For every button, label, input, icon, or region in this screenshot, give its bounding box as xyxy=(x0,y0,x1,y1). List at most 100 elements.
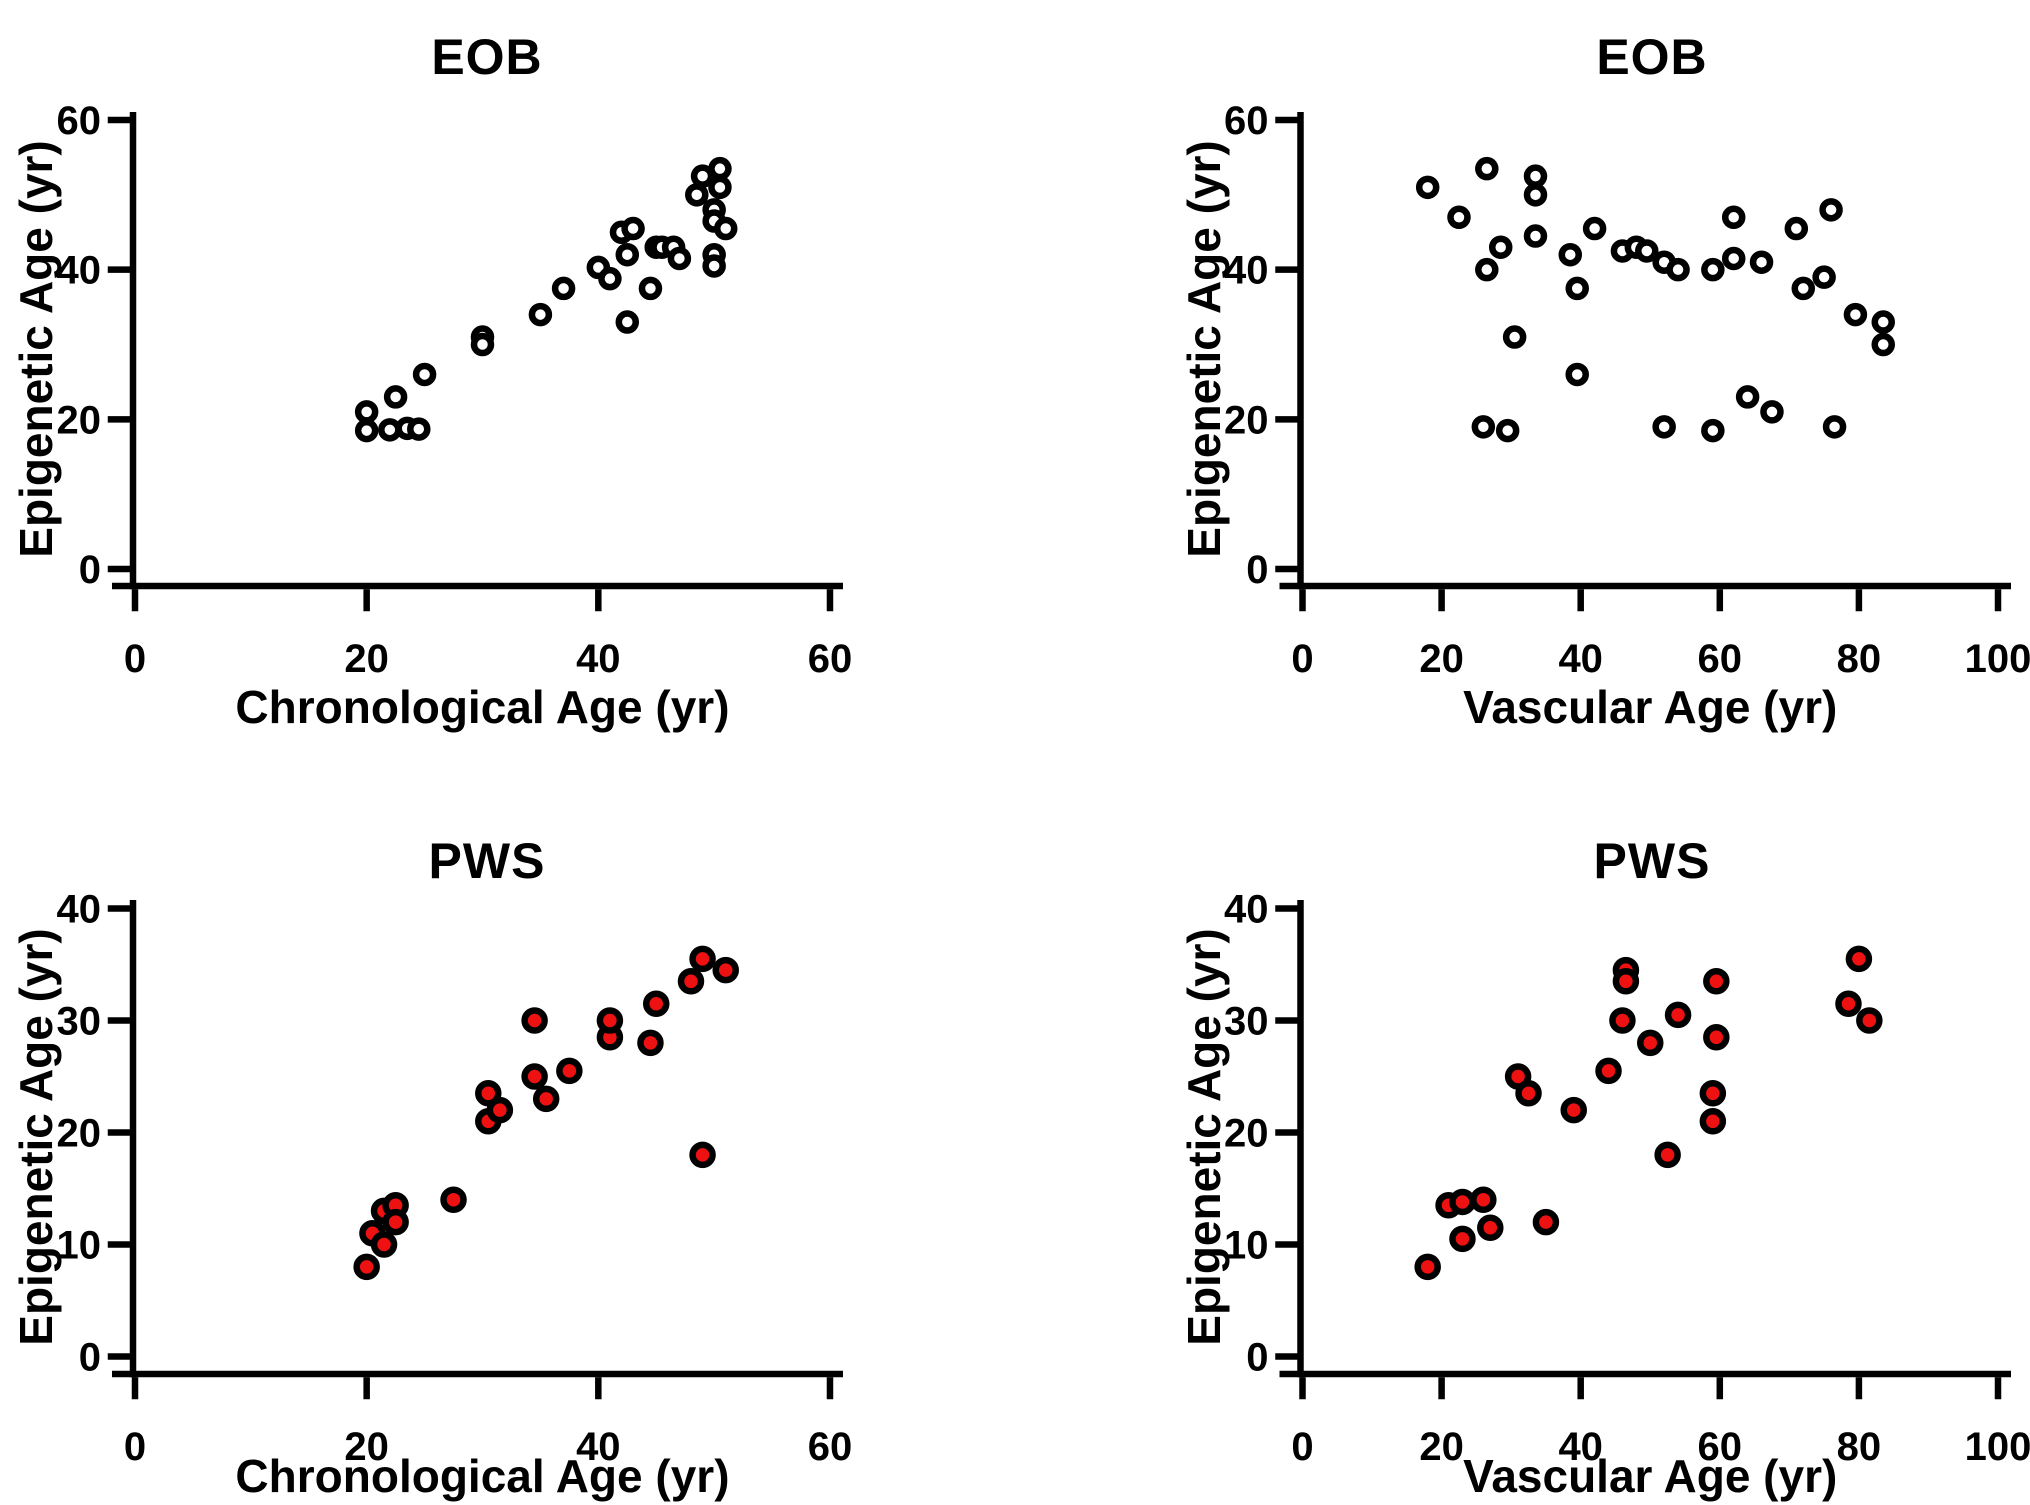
x-tick-label: 60 xyxy=(1698,637,1743,681)
x-tick-label: 20 xyxy=(344,1425,389,1469)
scatter-point xyxy=(354,418,379,443)
scatter-point xyxy=(1612,968,1640,995)
y-tick-label: 10 xyxy=(1224,1224,1269,1268)
scatter-point xyxy=(637,1029,664,1057)
scatter-point xyxy=(1470,1186,1497,1213)
scatter-point xyxy=(1843,302,1868,327)
scatter-point xyxy=(1735,385,1760,409)
y-tick-label: 60 xyxy=(57,99,102,143)
x-tick-label: 0 xyxy=(1291,637,1313,681)
x-tick-label: 0 xyxy=(124,1425,146,1469)
x-axis-title: Vascular Age (yr) xyxy=(1463,681,1837,733)
scatter-point xyxy=(1703,1024,1730,1051)
scatter-point xyxy=(407,417,431,441)
scatter-point xyxy=(1475,257,1499,282)
scatter-point xyxy=(1652,415,1676,439)
y-tick-label: 10 xyxy=(57,1224,102,1268)
scatter-point xyxy=(1721,205,1746,230)
scatter-point xyxy=(1582,216,1607,241)
scatter-point xyxy=(1812,265,1836,289)
x-axis-title: Chronological Age (yr) xyxy=(235,1450,729,1502)
y-tick-label: 0 xyxy=(1246,548,1268,592)
y-tick-label: 20 xyxy=(57,398,102,442)
scatter-point xyxy=(1515,1080,1542,1107)
scatter-point xyxy=(1835,990,1862,1017)
y-axis-title: Epigenetic Age (yr) xyxy=(10,140,62,557)
scatter-point xyxy=(1760,400,1784,424)
plot-title-pws-vascular: PWS xyxy=(1593,833,1711,889)
eob-chronological-scatter-plot: 0 20 40 60 0 20 40 60 Chronological Age (yr) Epig… xyxy=(10,99,853,733)
plot-title-eob-vascular: EOB xyxy=(1596,29,1708,85)
x-tick-label: 0 xyxy=(1291,1425,1313,1469)
scatter-point xyxy=(1502,325,1527,349)
scatter-point xyxy=(1495,418,1520,443)
scatter-point xyxy=(551,276,576,301)
scatter-point xyxy=(1475,156,1499,181)
y-tick-label: 40 xyxy=(57,888,102,932)
scatter-point xyxy=(528,302,553,327)
scatter-point xyxy=(1609,1007,1636,1034)
scatter-point xyxy=(1523,224,1548,248)
scatter-point xyxy=(475,1080,502,1107)
scatter-point xyxy=(1558,242,1583,267)
y-tick-label: 20 xyxy=(1224,1112,1269,1156)
scatter-point xyxy=(1637,1029,1664,1057)
x-tick-label: 20 xyxy=(1419,637,1464,681)
y-tick-label: 20 xyxy=(1224,398,1269,442)
scatter-point xyxy=(615,242,640,267)
scatter-point xyxy=(1449,1188,1476,1216)
x-tick-label: 20 xyxy=(1419,1425,1464,1469)
scatter-point xyxy=(1654,1141,1681,1169)
x-axis-title: Chronological Age (yr) xyxy=(235,681,729,733)
scatter-point xyxy=(615,310,640,334)
x-tick-label: 60 xyxy=(808,637,853,681)
scatter-point xyxy=(353,1253,380,1281)
scatter-point xyxy=(1871,310,1895,334)
scatter-point xyxy=(383,385,408,409)
scatter-point xyxy=(1845,945,1873,973)
y-tick-label: 40 xyxy=(57,249,102,293)
x-tick-label: 80 xyxy=(1837,1425,1882,1469)
scatter-point xyxy=(1488,235,1513,259)
scatter-point xyxy=(621,216,645,241)
scatter-point xyxy=(521,1063,548,1090)
scatter-point xyxy=(596,1007,624,1034)
scatter-point xyxy=(1595,1057,1622,1085)
x-tick-label: 60 xyxy=(808,1425,853,1469)
scatter-point xyxy=(1856,1007,1883,1034)
scatter-point xyxy=(689,945,716,973)
scatter-point xyxy=(598,266,622,291)
scatter-point xyxy=(1414,1253,1441,1281)
scatter-point xyxy=(702,254,726,278)
scatter-point xyxy=(1471,415,1496,439)
y-tick-label: 0 xyxy=(79,1336,101,1380)
scatter-point xyxy=(1749,250,1774,274)
plot-title-eob-chronological: EOB xyxy=(431,29,543,85)
x-tick-label: 100 xyxy=(1965,637,2030,681)
scatter-point xyxy=(412,362,437,387)
scatter-point xyxy=(689,1141,716,1169)
scatter-point xyxy=(556,1057,583,1085)
scatter-point xyxy=(1871,332,1895,357)
scatter-point xyxy=(642,990,670,1017)
scatter-point xyxy=(1791,276,1816,301)
scatter-point xyxy=(1447,205,1471,230)
x-tick-label: 60 xyxy=(1698,1425,1743,1469)
scatter-point xyxy=(1701,418,1725,443)
scatter-point xyxy=(1532,1208,1560,1236)
y-axis-title: Epigenetic Age (yr) xyxy=(1178,928,1230,1345)
panel-pws-vascular: PWS 0 20 40 60 80 100 0 10 20 30 40 Vascular Age (y… xyxy=(1015,752,2030,1505)
scatter-point xyxy=(1415,175,1440,200)
y-tick-label: 30 xyxy=(57,1000,102,1044)
panel-pws-chronological: PWS 0 20 40 60 0 10 20 30 40 Chronological Age (y… xyxy=(0,752,1015,1505)
y-tick-label: 20 xyxy=(57,1112,102,1156)
x-tick-label: 40 xyxy=(1558,637,1603,681)
scatter-point xyxy=(1701,257,1725,282)
scatter-point xyxy=(521,1007,548,1034)
scatter-point xyxy=(1703,968,1730,995)
scatter-point xyxy=(713,216,738,241)
y-axis-title: Epigenetic Age (yr) xyxy=(10,928,62,1345)
x-tick-label: 80 xyxy=(1837,637,1882,681)
